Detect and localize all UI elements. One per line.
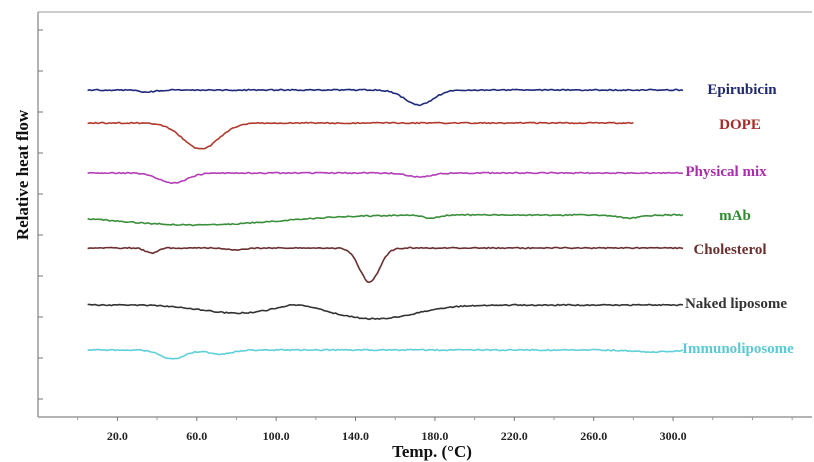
series-line-physical-mix — [87, 171, 684, 185]
series-line-naked-liposome — [87, 303, 684, 321]
series-line-mab — [87, 213, 684, 227]
x-tick-label: 260.0 — [580, 429, 607, 443]
y-axis-ticks — [38, 29, 43, 400]
series-line-epirubicin — [87, 88, 684, 107]
x-tick-label: 20.0 — [107, 429, 128, 443]
series-label-dope: DOPE — [719, 117, 761, 133]
x-tick-label: 60.0 — [186, 429, 207, 443]
x-axis-ticks: 20.0 60.0 100.0 140.0 180.0 220.0 260.0 300.0 — [77, 417, 793, 443]
x-tick-label: 140.0 — [342, 429, 369, 443]
series-label-physical-mix: Physical mix — [685, 164, 767, 180]
x-tick-label: 100.0 — [263, 429, 290, 443]
series-label-epirubicin: Epirubicin — [707, 82, 777, 98]
x-tick-label: 300.0 — [660, 429, 687, 443]
series-line-immunoliposome — [87, 348, 684, 360]
series-layer — [87, 88, 684, 360]
y-axis-title: Relative heat flow — [13, 109, 32, 240]
series-label-naked-liposome: Naked liposome — [685, 296, 787, 312]
series-line-dope — [87, 121, 634, 150]
series-label-immunoliposome: Immunoliposome — [682, 341, 794, 357]
x-tick-label: 180.0 — [421, 429, 448, 443]
series-label-cholesterol: Cholesterol — [693, 242, 766, 258]
series-labels: Epirubicin DOPE Physical mix mAb Cholesterol… — [682, 82, 794, 357]
chart-axes: 20.0 60.0 100.0 140.0 180.0 220.0 260.0 300.0 — [37, 11, 812, 443]
x-tick-label: 220.0 — [501, 429, 528, 443]
series-line-cholesterol — [87, 246, 684, 283]
series-label-mab: mAb — [719, 208, 751, 224]
x-axis-title: Temp. (°C) — [392, 442, 472, 461]
